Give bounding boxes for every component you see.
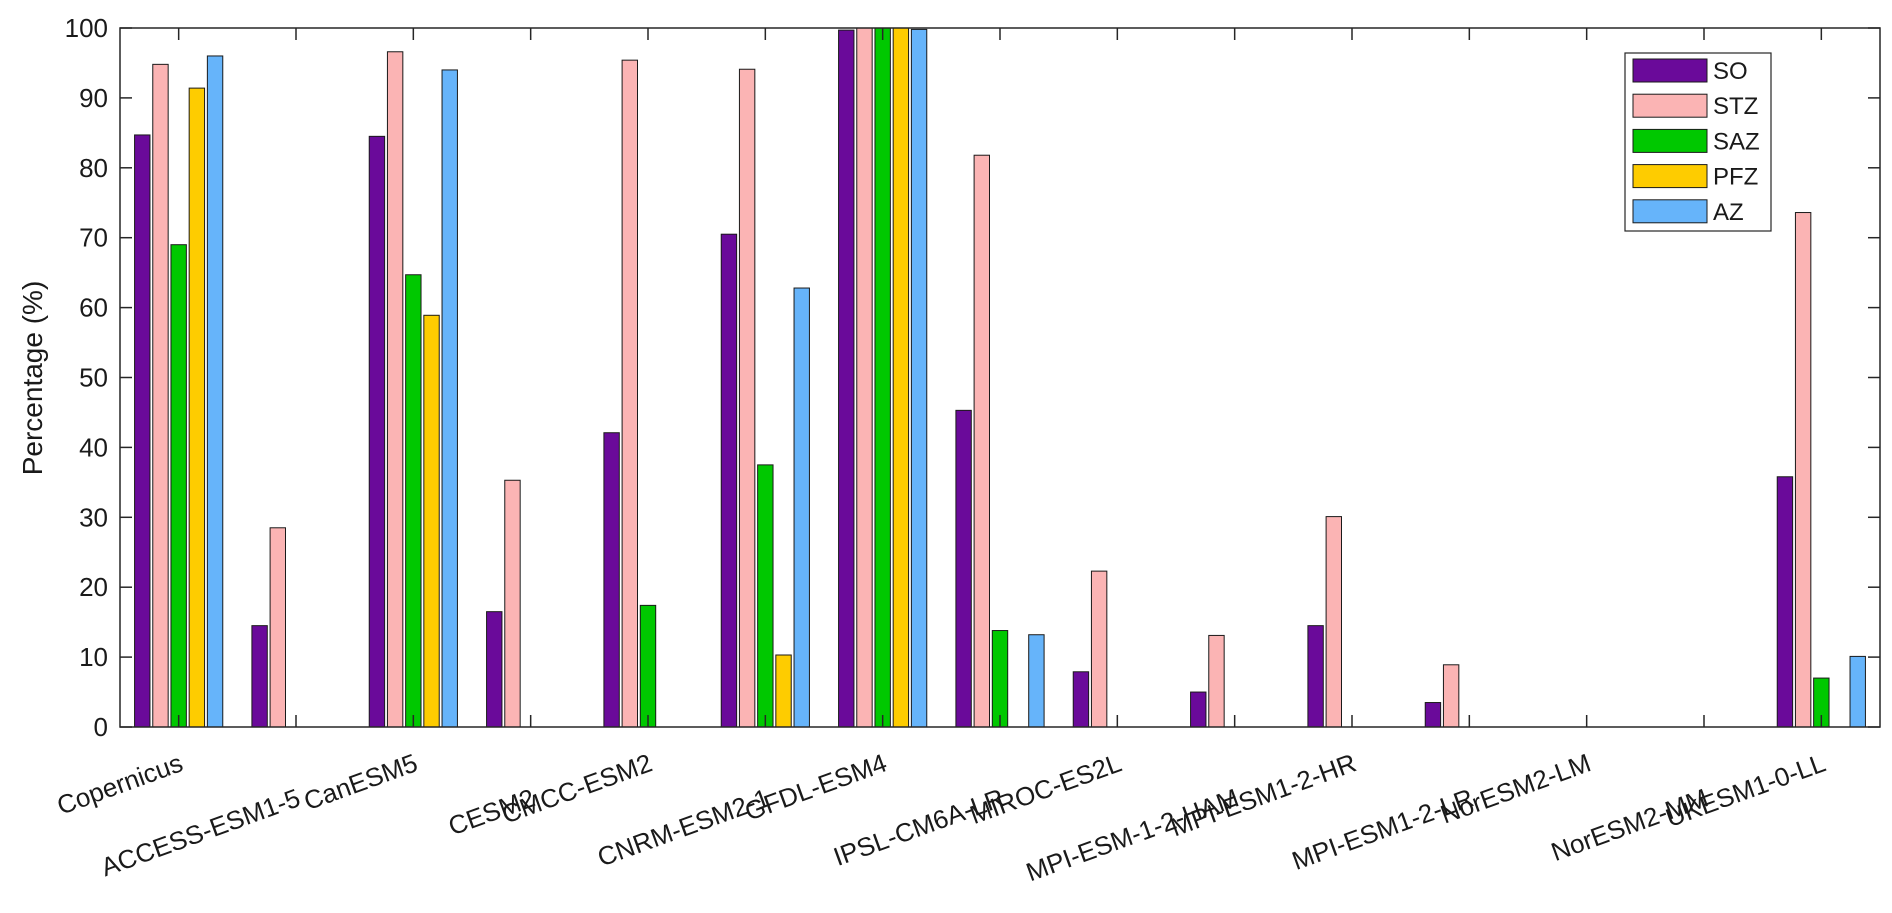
bar-stz-2 (386, 51, 404, 728)
bar-so-1 (251, 625, 268, 728)
bar-az-5 (793, 287, 810, 728)
bar-stz-8 (1090, 570, 1108, 728)
bar-stz-4 (621, 59, 638, 728)
y-tick-label: 70 (79, 223, 108, 253)
legend-swatch-az (1632, 199, 1708, 224)
bar-pfz-5 (775, 654, 792, 728)
legend-swatch-stz (1632, 93, 1708, 118)
bar-stz-0 (152, 63, 169, 728)
bar-saz-6 (874, 27, 891, 728)
y-axis-title: Percentage (%) (17, 281, 48, 476)
x-tick-label: ACCESS-ESM1-5 (97, 782, 304, 882)
bar-stz-10 (1325, 516, 1342, 728)
bar-so-10 (1307, 625, 1324, 728)
legend-swatch-saz (1632, 128, 1708, 153)
bar-az-2 (441, 69, 458, 728)
y-tick-label: 60 (79, 293, 108, 323)
bar-pfz-0 (188, 87, 206, 728)
bar-so-5 (720, 233, 738, 728)
bar-stz-9 (1208, 634, 1225, 728)
bar-so-9 (1190, 691, 1207, 728)
bar-so-7 (955, 409, 972, 728)
bar-az-7 (1028, 634, 1045, 728)
legend: SO STZ SAZ PFZ AZ (1624, 52, 1772, 232)
bar-saz-0 (170, 244, 187, 728)
bar-az-0 (206, 55, 224, 728)
bar-stz-3 (504, 479, 521, 728)
y-tick-label: 0 (94, 712, 108, 742)
legend-label-so: SO (1713, 58, 1748, 85)
legend-swatch-pfz (1632, 164, 1708, 189)
bar-pfz-6 (892, 27, 910, 728)
bar-series-group (134, 27, 1866, 728)
bar-so-0 (134, 134, 151, 728)
bar-so-2 (368, 135, 386, 728)
bar-so-8 (1072, 671, 1090, 728)
legend-swatch-so (1632, 58, 1708, 83)
bar-az-14 (1849, 655, 1866, 728)
bar-so-11 (1424, 702, 1442, 728)
bar-az-6 (910, 28, 928, 728)
legend-label-saz: SAZ (1713, 128, 1760, 155)
bar-so-4 (603, 432, 620, 728)
bar-stz-7 (973, 154, 990, 728)
bar-stz-11 (1442, 664, 1460, 728)
y-tick-label: 90 (79, 83, 108, 113)
bar-so-14 (1776, 476, 1794, 728)
bar-saz-7 (991, 630, 1009, 728)
bar-stz-14 (1794, 212, 1812, 728)
y-tick-label: 30 (79, 502, 108, 532)
bar-so-3 (486, 611, 503, 728)
bar-stz-6 (856, 27, 873, 728)
bar-saz-5 (757, 464, 774, 728)
y-tick-label: 100 (65, 13, 108, 43)
bar-saz-2 (405, 274, 422, 728)
bar-stz-5 (738, 68, 756, 728)
y-tick-label: 50 (79, 363, 108, 393)
x-tick-label: CanESM5 (300, 747, 422, 816)
bar-so-6 (838, 29, 855, 728)
x-tick-label: Copernicus (53, 747, 187, 820)
legend-label-pfz: PFZ (1713, 164, 1758, 191)
bar-stz-1 (269, 527, 287, 728)
bar-pfz-2 (423, 314, 440, 728)
y-tick-label: 40 (79, 432, 108, 462)
y-tick-label: 20 (79, 572, 108, 602)
y-axis: 0 10 20 30 40 50 60 70 80 90 100 (65, 13, 1880, 742)
y-tick-label: 10 (79, 642, 108, 672)
legend-label-stz: STZ (1713, 93, 1758, 120)
bar-saz-4 (639, 604, 657, 728)
legend-label-az: AZ (1713, 199, 1744, 226)
y-tick-label: 80 (79, 153, 108, 183)
